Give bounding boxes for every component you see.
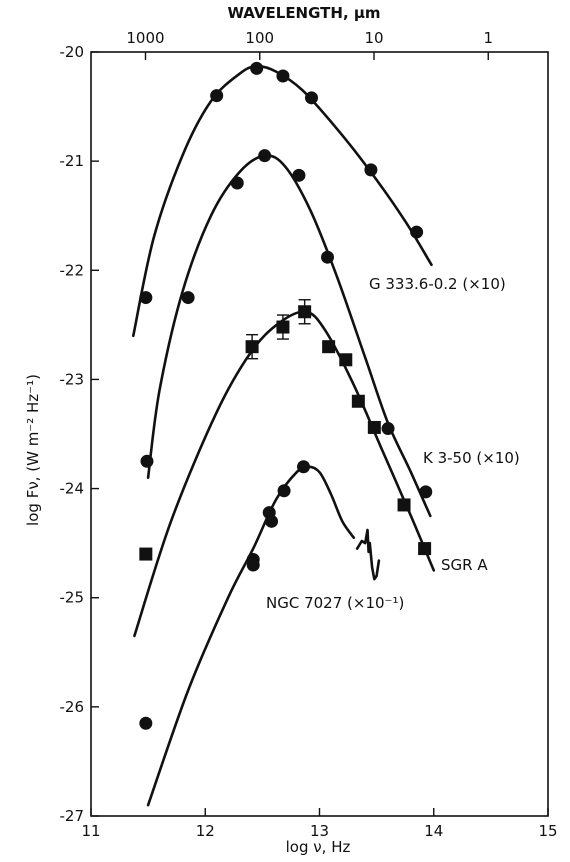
data-point-square: [339, 353, 353, 367]
top-tick-label: 1: [483, 29, 493, 47]
data-point-square: [139, 547, 153, 561]
series-label-ngc7027: NGC 7027 (×10⁻¹): [266, 594, 404, 612]
data-point-circle: [246, 558, 260, 572]
y-tick-label: -23: [60, 370, 85, 388]
series-0: [132, 61, 433, 338]
data-point-square: [298, 305, 312, 319]
y-tick-label: -24: [60, 480, 85, 498]
data-point-square: [418, 542, 432, 556]
x-axis-title: log ν, Hz: [286, 838, 351, 856]
series-label-g333: G 333.6-0.2 (×10): [369, 275, 506, 293]
data-point-circle: [297, 460, 311, 474]
data-point-circle: [320, 250, 334, 264]
x-tick-label: 15: [538, 822, 557, 840]
data-point-square: [367, 420, 381, 434]
data-point-circle: [277, 484, 291, 498]
x-tick-label: 14: [424, 822, 443, 840]
data-point-circle: [292, 168, 306, 182]
fit-curve: [146, 154, 432, 518]
series-label-sgra: SGR A: [441, 556, 488, 574]
x-tick-label: 11: [81, 822, 100, 840]
series-label-k350: K 3-50 (×10): [423, 449, 520, 467]
data-point-circle: [410, 225, 424, 239]
data-point-circle: [265, 514, 279, 528]
fit-curve: [133, 310, 436, 638]
y-axis-title: log Fν, (W m⁻² Hz⁻¹): [24, 374, 42, 526]
data-point-circle: [139, 716, 153, 730]
series-2: [133, 299, 436, 638]
data-point-circle: [210, 89, 224, 103]
data-point-circle: [140, 454, 154, 468]
data-point-circle: [419, 485, 433, 499]
y-tick-label: -26: [60, 698, 85, 716]
data-point-square: [245, 340, 259, 354]
y-tick-label: -22: [60, 261, 85, 279]
series-3: [139, 460, 381, 807]
spectrum-line: [355, 528, 381, 581]
y-tick-label: -27: [60, 807, 85, 825]
data-point-square: [351, 394, 365, 408]
data-point-circle: [364, 163, 378, 177]
y-tick-label: -21: [60, 152, 85, 170]
data-point-circle: [381, 422, 395, 436]
fit-curve: [146, 465, 356, 807]
y-tick-label: -20: [60, 43, 85, 61]
top-tick-label: 10: [364, 29, 383, 47]
y-tick-label: -25: [60, 589, 85, 607]
series-1: [140, 149, 433, 518]
x-tick-label: 13: [310, 822, 329, 840]
plot-frame: [90, 51, 549, 817]
data-point-circle: [230, 176, 244, 190]
fit-curve: [132, 64, 433, 338]
data-point-circle: [276, 69, 290, 83]
data-point-square: [397, 498, 411, 512]
data-point-circle: [305, 91, 319, 105]
data-point-square: [276, 320, 290, 334]
top-axis: 1000 100 10 1: [126, 29, 493, 60]
y-axis: -20 -21 -22 -23 -24 -25 -26 -27: [60, 43, 99, 825]
plot-border: [90, 51, 549, 817]
data-point-circle: [139, 291, 153, 305]
data-point-circle: [250, 61, 264, 75]
top-tick-label: 1000: [126, 29, 164, 47]
series-layer: [132, 61, 436, 807]
x-tick-label: 12: [196, 822, 215, 840]
data-point-circle: [258, 149, 272, 163]
x-axis: 11 12 13 14 15: [81, 808, 558, 840]
top-axis-title: WAVELENGTH, μm: [227, 4, 380, 22]
data-point-square: [322, 340, 336, 354]
data-point-circle: [181, 291, 195, 305]
top-tick-label: 100: [245, 29, 274, 47]
